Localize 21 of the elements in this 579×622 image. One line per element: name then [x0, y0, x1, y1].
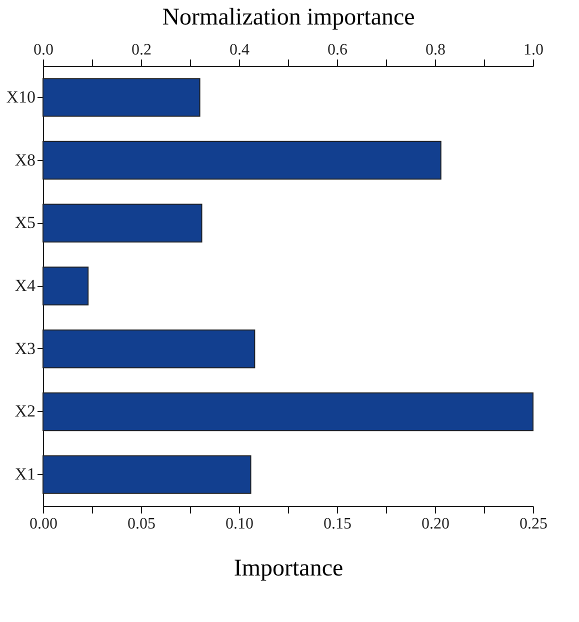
y-tick-label: X4	[14, 276, 36, 295]
x2-tick-label: 0.2	[132, 42, 152, 58]
x2-tick-label: 0.0	[34, 42, 54, 58]
x-tick-label: 0.00	[30, 516, 58, 532]
x2-tick-label: 1.0	[524, 42, 544, 58]
y-tick-label: X3	[14, 338, 36, 358]
x2-tick-label: 0.6	[328, 42, 348, 58]
x2-tick-label: 0.8	[426, 42, 446, 58]
x-tick-label: 0.15	[324, 516, 352, 532]
x-tick-label: 0.10	[226, 516, 254, 532]
x2-axis-title: Normalization importance	[162, 4, 415, 30]
y-tick-label: X5	[14, 213, 36, 232]
x-tick-label: 0.05	[128, 516, 156, 532]
x-tick-label: 0.25	[520, 516, 548, 532]
x2-tick-label: 0.4	[230, 42, 250, 58]
x-axis-title: Importance	[234, 556, 344, 582]
y-tick-label: X1	[14, 464, 36, 484]
y-tick-label: X8	[14, 150, 36, 170]
y-tick-label: X2	[14, 402, 36, 421]
y-tick-label: X10	[6, 87, 36, 106]
x-tick-label: 0.20	[422, 516, 450, 532]
